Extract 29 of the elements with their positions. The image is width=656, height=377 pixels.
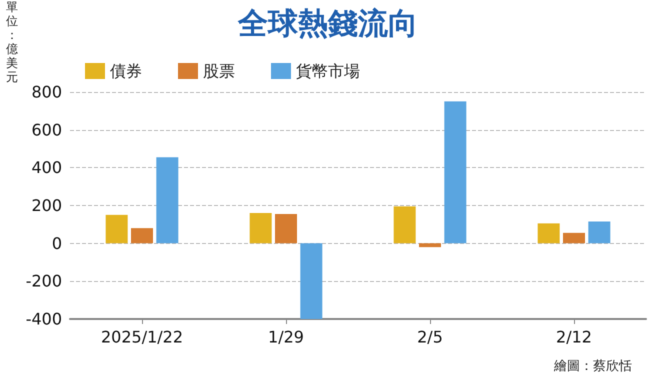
bar <box>275 214 297 244</box>
bar <box>419 243 441 248</box>
x-tick-label: 2/12 <box>556 328 592 346</box>
x-tick-label: 2025/1/22 <box>100 328 184 346</box>
y-tick-label: 400 <box>31 158 62 178</box>
x-tick-label: 2/5 <box>417 328 443 346</box>
bar <box>588 222 610 244</box>
bar <box>444 101 466 244</box>
y-tick-label: 200 <box>31 196 62 215</box>
y-tick-label: -400 <box>26 310 62 328</box>
chart-title: 全球熱錢流向 <box>237 6 418 42</box>
bar <box>538 223 560 244</box>
text: 繪圖：蔡欣恬 <box>553 359 632 374</box>
bar <box>131 228 153 244</box>
bar <box>106 214 128 244</box>
y-tick-label: 0 <box>52 234 62 253</box>
legend-label: 股票 <box>203 62 235 80</box>
y-tick-label: -200 <box>26 272 62 291</box>
legend-label: 貨幣市場 <box>296 62 360 80</box>
bar <box>394 206 416 244</box>
bar <box>563 232 585 244</box>
bar <box>300 243 322 319</box>
y-axis-title: 單位：億美元 <box>6 0 18 84</box>
bar <box>156 157 178 244</box>
y-tick-label: 800 <box>31 82 62 102</box>
y-tick-label: 600 <box>31 120 62 140</box>
legend-label: 債券 <box>110 62 142 80</box>
bar <box>250 213 272 244</box>
x-tick-label: 1/29 <box>268 328 304 346</box>
